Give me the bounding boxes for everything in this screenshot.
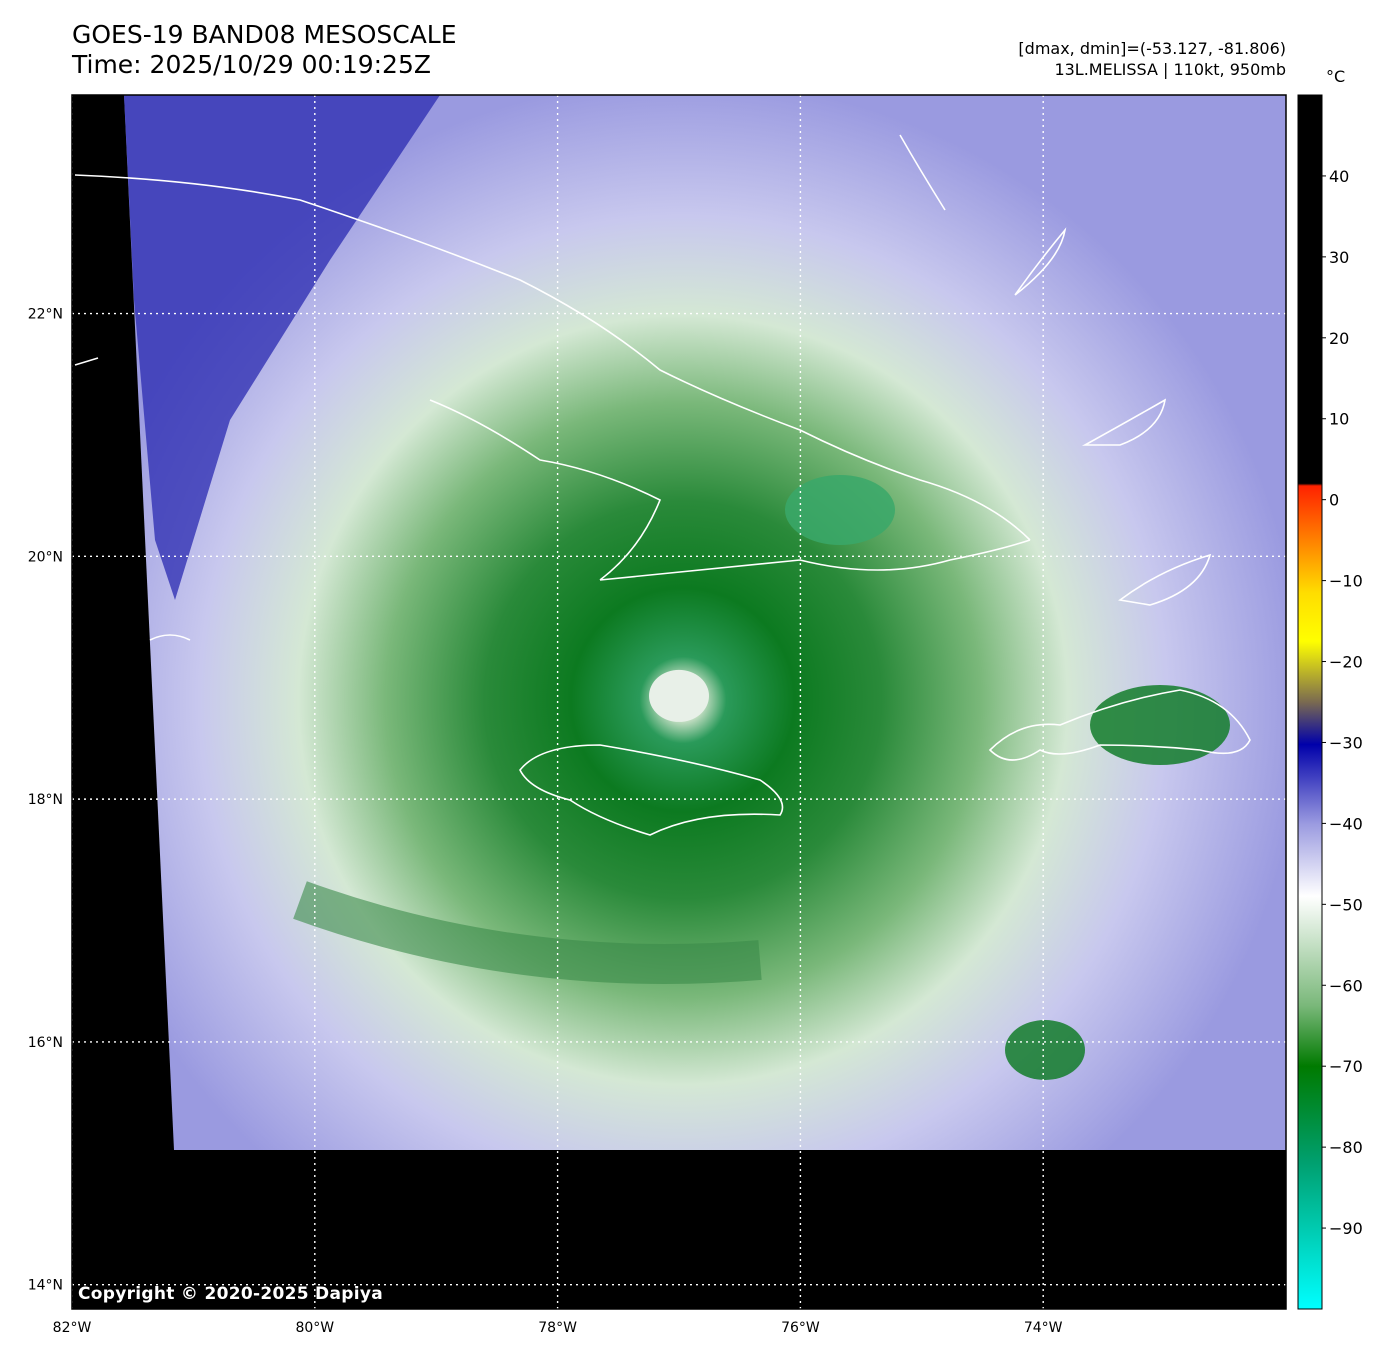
coastline-great-inagua — [1118, 553, 1212, 606]
longitude-labels: 82°W 80°W 78°W 76°W 74°W — [53, 1320, 1063, 1336]
latitude-labels: 22°N 20°N 18°N 16°N 14°N — [28, 307, 63, 1294]
coastline-cuba-south — [429, 399, 1031, 581]
hurricane-eye — [649, 669, 709, 722]
colorbar-tick-label: −30 — [1329, 733, 1363, 752]
longitude-label: 82°W — [53, 1320, 92, 1336]
colorbar-tick-label: −80 — [1329, 1138, 1363, 1157]
colorbar-ticks: 40 30 20 10 0 −10 −20 −30 −40 −50 −60 −70 −80 −90 — [1322, 167, 1363, 1238]
colorbar-tick-label: −40 — [1329, 814, 1363, 833]
figure-info: [dmax, dmin]=(-53.127, -81.806) 13L.MELI… — [1018, 38, 1286, 80]
colorbar-tick-label: −60 — [1329, 976, 1363, 995]
product-title: GOES-19 BAND08 MESOSCALE — [72, 20, 457, 49]
latitude-label: 18°N — [28, 792, 63, 808]
convection-haiti — [1090, 685, 1230, 765]
coastline-bahamas-2 — [1014, 227, 1067, 296]
latitude-label: 22°N — [28, 307, 63, 323]
coastline-bahamas-1 — [1081, 398, 1167, 446]
coastlines — [74, 134, 1251, 836]
longitude-label: 76°W — [781, 1320, 820, 1336]
coastline-isle-of-youth — [149, 634, 191, 641]
longitude-label: 80°W — [295, 1320, 334, 1336]
colorbar-tick-label: 30 — [1329, 248, 1349, 267]
colorbar-tick-label: −90 — [1329, 1219, 1363, 1238]
colorbar-tick-label: −10 — [1329, 572, 1363, 591]
colorbar-tick-label: 10 — [1329, 410, 1349, 429]
colorbar-tick-label: 40 — [1329, 167, 1349, 186]
colorbar-unit: °C — [1326, 67, 1346, 86]
convection-cuba — [785, 475, 895, 545]
graticule — [72, 95, 1286, 1309]
observation-time: Time: 2025/10/29 00:19:25Z — [72, 50, 431, 79]
colorbar-gradient — [1297, 94, 1323, 1310]
figure-title: GOES-19 BAND08 MESOSCALE Time: 2025/10/2… — [72, 20, 457, 80]
outer-rainband — [293, 881, 762, 984]
colorbar-tick-label: −50 — [1329, 895, 1363, 914]
latitude-label: 14°N — [28, 1278, 63, 1294]
coastline-jamaica — [519, 744, 784, 836]
colorbar-tick-label: −20 — [1329, 653, 1363, 672]
dry-air-band — [124, 95, 440, 600]
satellite-swath — [124, 95, 1286, 1150]
data-range-label: [dmax, dmin]=(-53.127, -81.806) — [1018, 39, 1286, 58]
latitude-label: 16°N — [28, 1035, 63, 1051]
storm-info-label: 13L.MELISSA | 110kt, 950mb — [1054, 60, 1286, 79]
longitude-label: 78°W — [538, 1320, 577, 1336]
copyright-label: Copyright © 2020-2025 Dapiya — [78, 1284, 383, 1304]
coastline-grand-cayman — [74, 357, 99, 366]
coastline-cuba-north — [74, 174, 1031, 541]
convection-south — [1005, 1020, 1085, 1080]
latitude-label: 20°N — [28, 549, 63, 565]
colorbar-tick-label: 0 — [1329, 491, 1339, 510]
colorbar-tick-label: 20 — [1329, 329, 1349, 348]
longitude-label: 74°W — [1024, 1320, 1063, 1336]
colorbar-tick-label: −70 — [1329, 1057, 1363, 1076]
coastline-bahamas-3 — [899, 134, 946, 211]
plot-frame — [71, 94, 1287, 1310]
coastline-hispaniola — [988, 689, 1251, 761]
